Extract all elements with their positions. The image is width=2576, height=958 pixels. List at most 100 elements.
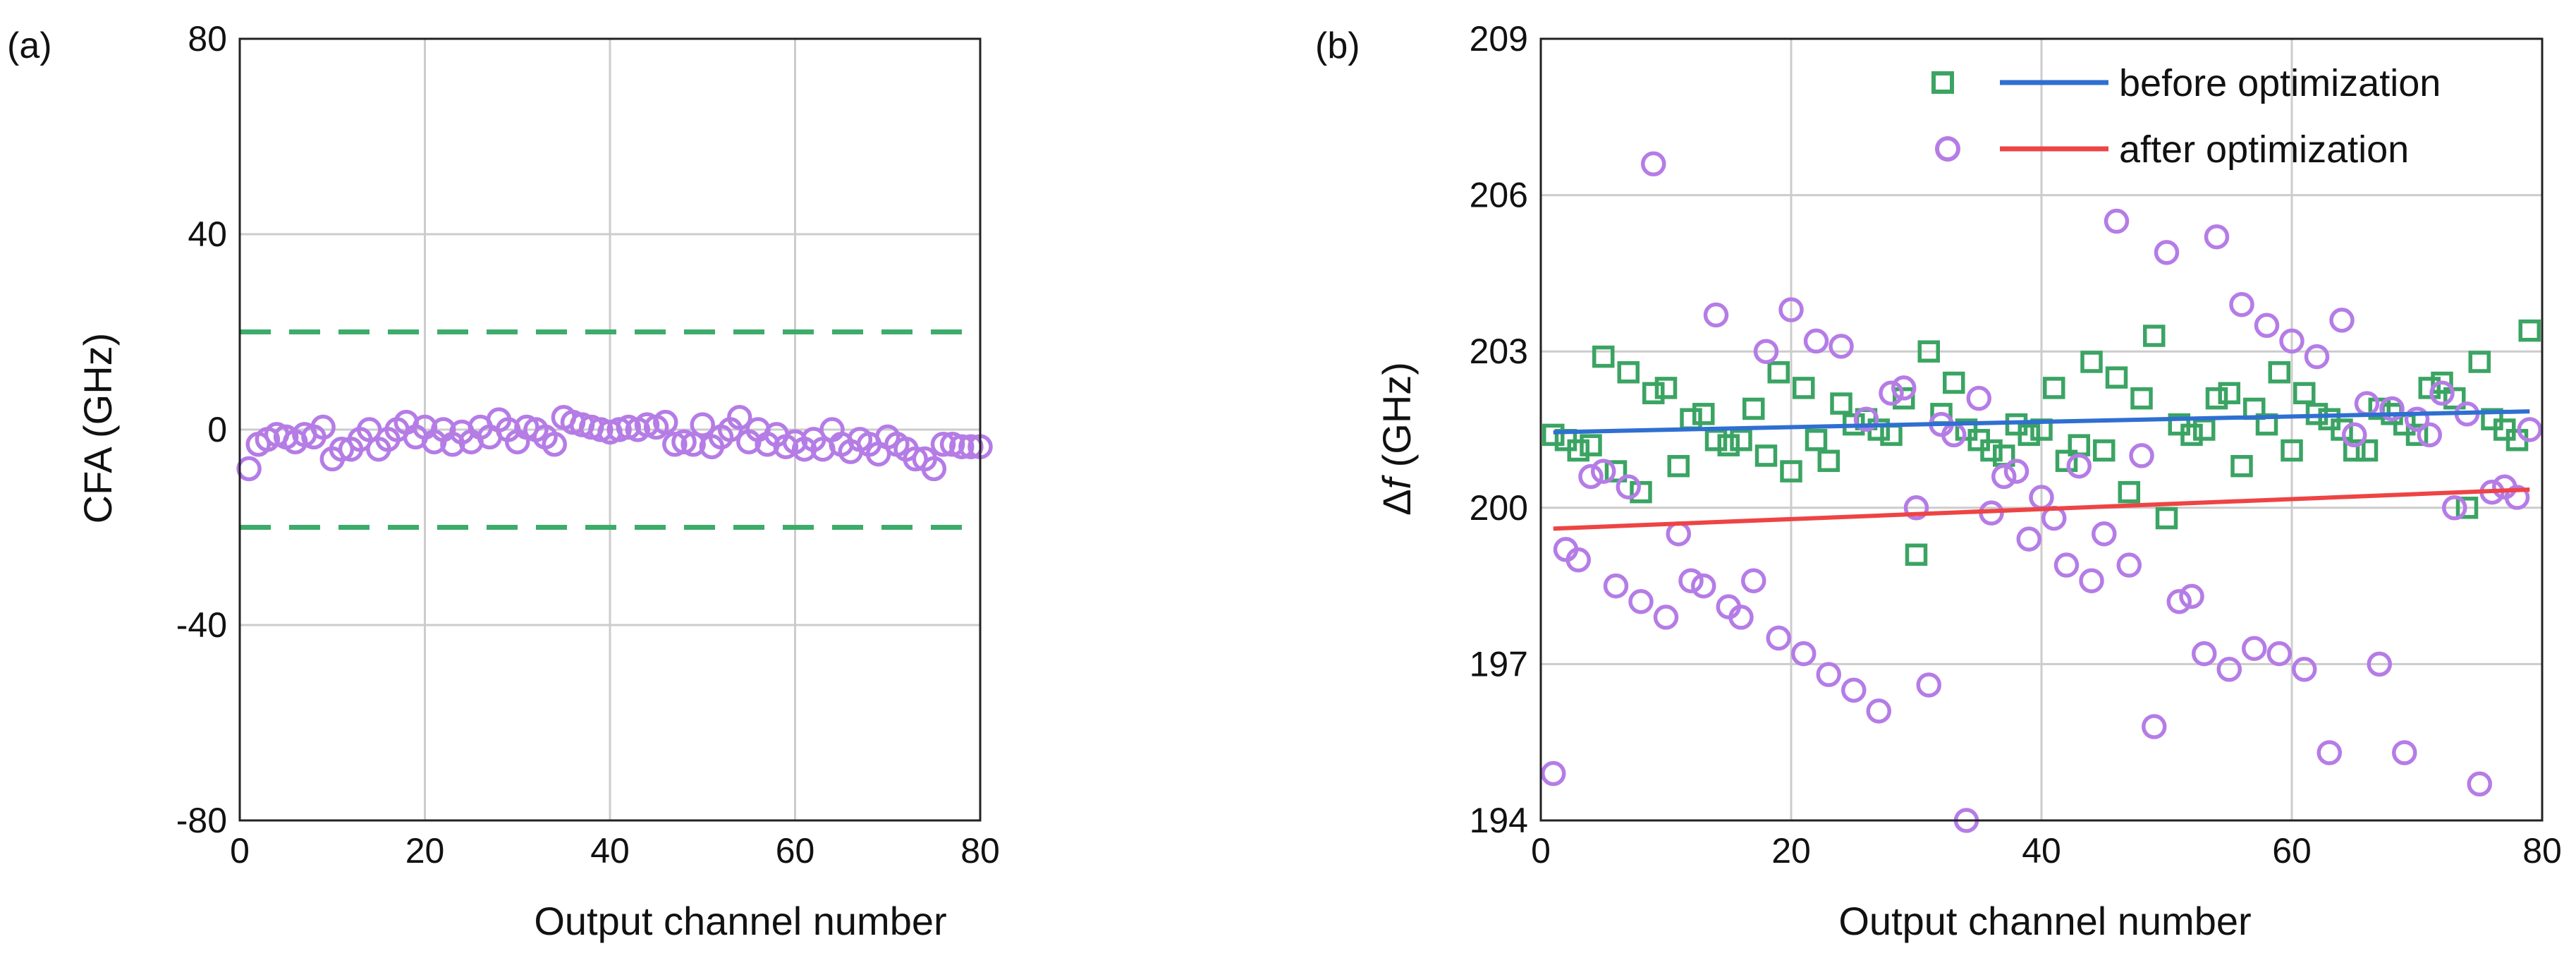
after-optimization-point: [1691, 573, 1716, 599]
before-optimization-point: [1642, 382, 1665, 405]
after-optimization-point: [2254, 313, 2280, 339]
cfa-point: [357, 417, 382, 442]
before-optimization-point: [1654, 377, 1678, 399]
before-optimization-point: [2468, 351, 2491, 373]
after-optimization-point: [1578, 463, 1604, 490]
after-optimization-point: [1703, 302, 1729, 328]
x-tick-label: 60: [2272, 831, 2312, 871]
after-optimization-point: [1766, 625, 1791, 651]
before-optimization-point: [2193, 418, 2216, 441]
before-optimization-point: [1943, 371, 1965, 394]
after-optimization-point: [1879, 380, 1904, 406]
before-optimization-point: [1717, 434, 1740, 456]
panel-a-tick-labels: 0 20 40 60 80 -80 -40 0 40 80: [176, 19, 1000, 871]
after-optimization-point: [2279, 328, 2305, 354]
cfa-point: [310, 414, 336, 440]
after-optimization-point: [1753, 339, 1779, 364]
after-optimization-point: [1829, 334, 1854, 359]
before-optimization-point: [2281, 439, 2303, 462]
panel-b-x-axis-label: Output channel number: [1838, 899, 2251, 943]
after-optimization-point: [2204, 224, 2230, 250]
y-tick-label: 197: [1470, 644, 1528, 684]
legend-before-label: before optimization: [2119, 62, 2441, 104]
after-optimization-point: [2229, 291, 2254, 317]
after-optimization-point: [1803, 328, 1829, 354]
before-optimization-point: [1917, 340, 1940, 363]
after-optimization-point: [2092, 521, 2117, 547]
unit: (GHz): [1374, 362, 1419, 478]
before-optimization-point: [2268, 360, 2290, 384]
after-optimization-point: [1816, 662, 1841, 687]
x-tick-label: 0: [230, 831, 250, 871]
before-optimization-point: [1754, 444, 1778, 467]
before-optimization-point: [2431, 371, 2453, 394]
y-tick-label: 209: [1470, 19, 1528, 59]
panel-b-trend-lines: [1553, 409, 2530, 531]
after-optimization-point: [1966, 385, 1991, 411]
y-tick-label: -80: [176, 801, 227, 840]
before-optimization-point: [1893, 387, 1915, 410]
x-tick-label: 80: [2522, 831, 2562, 871]
after-optimization-point: [2379, 396, 2405, 422]
after-optimization-point: [2292, 657, 2317, 682]
before-optimization-point: [1667, 454, 1690, 478]
panel-b-tick-labels: 0 20 40 60 80 194 197 200 203 206 209: [1470, 19, 2562, 871]
after-optimization-point: [1903, 495, 1929, 521]
cfa-point: [690, 412, 715, 437]
after-optimization-point: [2354, 391, 2380, 416]
before-optimization-point: [2118, 480, 2140, 504]
after-optimization-point: [1853, 406, 1879, 432]
panel-a-cfa-chart: 0 20 40 60 80 -80 -40 0 40 80 (a) Output channel …: [7, 19, 1000, 943]
before-optimization-point: [2043, 377, 2065, 399]
after-optimization-point: [1741, 568, 1766, 593]
legend-after-marker: [1935, 136, 1960, 162]
after-optimization-point: [1991, 463, 2017, 490]
before-optimization-point: [2518, 319, 2541, 342]
before-optimization-point: [1542, 423, 1565, 447]
after-optimization-point: [2392, 740, 2417, 765]
after-optimization-point: [1541, 760, 1566, 787]
before-optimization-point: [2080, 351, 2103, 373]
y-tick-label: 0: [207, 410, 227, 449]
after-optimization-point: [1628, 589, 1654, 614]
after-optimization-point: [2003, 459, 2029, 484]
before-optimization-point: [1617, 360, 1640, 384]
after-optimization-point: [2179, 583, 2204, 610]
after-optimization-point: [2417, 422, 2442, 448]
after-optimization-point: [2166, 589, 2192, 614]
panel-a-label: (a): [7, 25, 52, 66]
before-optimization-point: [2205, 387, 2228, 410]
after-optimization-point: [1728, 605, 1754, 630]
after-optimization-point: [1866, 698, 1891, 724]
before-optimization-point: [1980, 439, 2003, 462]
before-optimization-point: [1730, 429, 1752, 451]
after-optimization-point: [1778, 297, 1804, 322]
after-optimization-point: [2216, 657, 2242, 682]
after-optimization-point: [2129, 443, 2154, 468]
before-optimization-point: [2418, 377, 2441, 399]
after-optimization-point: [1591, 459, 1616, 484]
x-tick-label: 40: [590, 831, 630, 871]
y-tick-label: 80: [188, 19, 227, 59]
panel-a-reference-lines: [240, 329, 980, 530]
after-optimization-point: [2154, 240, 2180, 265]
before-optimization-point: [2105, 366, 2128, 389]
before-optimization-point: [2143, 325, 2166, 347]
before-optimization-point: [1604, 460, 1628, 483]
x-tick-label: 20: [405, 831, 445, 871]
legend-after-label: after optimization: [2119, 128, 2409, 171]
after-optimization-point: [1616, 474, 1641, 500]
before-optimization-point: [1567, 439, 1589, 462]
after-optimization-point: [2442, 495, 2467, 521]
before-optimization-point: [1580, 434, 1602, 456]
before-optimization-point: [2368, 397, 2391, 420]
legend: before optimization after optimization: [1931, 62, 2441, 171]
cfa-point: [727, 404, 752, 430]
before-optimization-point: [1592, 345, 1615, 368]
after-optimization-point: [2316, 740, 2342, 765]
after-optimization-point: [2504, 485, 2530, 510]
before-optimization-point: [2443, 387, 2466, 410]
after-optimization-point: [1603, 573, 1629, 599]
before-optimization-point: [1742, 397, 1765, 420]
after-optimization-point: [1916, 672, 1941, 698]
